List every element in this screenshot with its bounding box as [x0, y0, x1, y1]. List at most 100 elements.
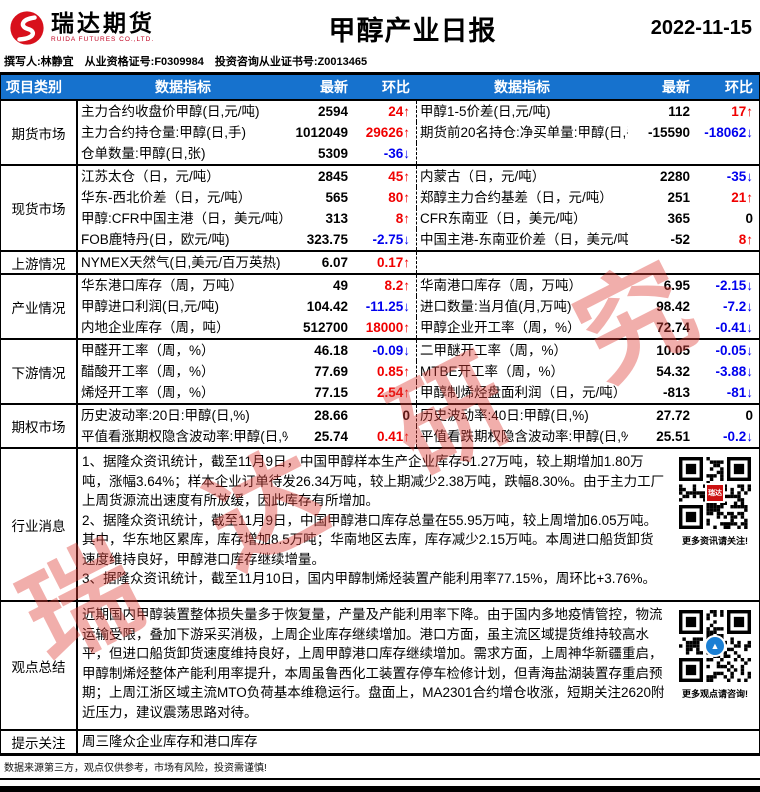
table-header-row: 项目类别 数据指标 最新 环比 数据指标 最新 环比	[1, 72, 759, 99]
report-date: 2022-11-15	[650, 16, 752, 39]
indicator-value: 6.07	[321, 255, 348, 270]
indicator-change: 2.54↑	[376, 385, 410, 400]
report-table: 项目类别 数据指标 最新 环比 数据指标 最新 环比 期货市场 主力合约收盘价甲醇…	[0, 72, 760, 756]
indicator-value: 2594	[317, 104, 348, 119]
indicator-value: 2845	[317, 169, 348, 184]
indicator-change: 8↑	[395, 211, 410, 226]
indicator-name: 华南港口库存（周，万吨）	[416, 275, 628, 296]
category-label: 现货市场	[1, 166, 78, 250]
indicator-value: 72.74	[656, 320, 690, 335]
indicator-change: 0	[745, 211, 753, 226]
column-header-chg-left: 环比	[382, 79, 410, 95]
indicator-value: 77.15	[314, 385, 348, 400]
indicator-name: CFR东南亚（日，美元/吨）	[416, 208, 628, 229]
report-header: 瑞达期货 RUIDA FUTURES CO.,LTD. 甲醇产业日报 2022-…	[0, 0, 760, 51]
disclaimer-text: 数据来源第三方，观点仅供参考，市场有风险，投资需谨慎!	[0, 756, 760, 780]
indicator-change	[696, 252, 759, 273]
table-row: 江苏太仓（日，元/吨） 2845 45↑ 内蒙古（日，元/吨） 2280 -35↓	[78, 166, 759, 187]
indicator-value: -15590	[647, 125, 690, 140]
bottom-black-bar	[0, 786, 760, 792]
indicator-value: 5309	[317, 146, 348, 161]
indicator-name: MTBE开工率（周，%）	[416, 361, 628, 382]
indicator-name: 主力合约持仓量:甲醇(日,手)	[81, 125, 246, 140]
indicator-change: 45↑	[388, 169, 410, 184]
opinion-summary-row: 观点总结 近期国内甲醇装置整体损失量多于恢复量，产量及产能利用率下降。由于国内多…	[1, 600, 759, 729]
news-item: 3、据隆众资讯统计，截至11月10日，国内甲醇制烯烃装置产能利用率77.15%，…	[82, 571, 656, 586]
indicator-value: 25.51	[656, 429, 690, 444]
indicator-change: -81↓	[726, 385, 753, 400]
summary-qr-code: ▲	[679, 610, 751, 682]
category-label: 期权市场	[1, 405, 78, 447]
indicator-name	[416, 143, 628, 164]
table-row: 醋酸开工率（周，%） 77.69 0.85↑ MTBE开工率（周，%） 54.32 -3.…	[78, 361, 759, 382]
column-header-latest-right: 最新	[662, 79, 690, 95]
indicator-name: 华东港口库存（周，万吨）	[81, 278, 243, 293]
indicator-name: 甲醛开工率（周，%）	[81, 343, 215, 358]
indicator-value: 46.18	[314, 343, 348, 358]
ruida-logo-icon	[10, 11, 44, 45]
indicator-value: 10.05	[656, 343, 690, 358]
indicator-value: 54.32	[656, 364, 690, 379]
indicator-name: 中国主港-东南亚价差（日，美元/吨）	[416, 229, 628, 250]
indicator-change: 24↑	[388, 104, 410, 119]
indicator-value: 251	[667, 190, 690, 205]
indicator-value: 313	[325, 211, 348, 226]
table-section: 期货市场 主力合约收盘价甲醇(日,元/吨) 2594 24↑ 甲醇1-5价差(日,元/吨…	[1, 99, 759, 164]
indicator-change: -7.2↓	[722, 299, 753, 314]
indicator-change: -36↓	[383, 146, 410, 161]
table-row: NYMEX天然气(日,美元/百万英热) 6.07 0.17↑	[78, 252, 759, 273]
watch-notice-text: 周三隆众企业库存和港口库存	[82, 734, 258, 749]
indicator-value: 77.69	[314, 364, 348, 379]
author-byline: 撰写人:林静宜 从业资格证号:F0309984 投资咨询从业证书号:Z00134…	[4, 56, 368, 68]
logo-name-en: RUIDA FUTURES CO.,LTD.	[51, 36, 155, 44]
indicator-name	[416, 252, 628, 273]
logo-name-cn: 瑞达期货	[51, 10, 155, 37]
indicator-value: 512700	[302, 320, 348, 335]
category-label: 期货市场	[1, 101, 78, 164]
table-row: FOB鹿特丹(日，欧元/吨) 323.75 -2.75↓ 中国主港-东南亚价差（日，美…	[78, 229, 759, 250]
indicator-value: 1012049	[295, 125, 348, 140]
opinion-summary-text: 近期国内甲醇装置整体损失量多于恢复量，产量及产能利用率下降。由于国内多地疫情管控…	[78, 602, 671, 729]
column-header-latest-left: 最新	[320, 79, 348, 95]
indicator-change: -0.41↓	[715, 320, 753, 335]
indicator-name: 甲醇制烯烃盘面利润（日，元/吨）	[416, 382, 628, 403]
indicator-change: 80↑	[388, 190, 410, 205]
table-row: 历史波动率:20日:甲醇(日,%) 28.66 0 历史波动率:40日:甲醇(日,%)…	[78, 405, 759, 426]
indicator-name: 内蒙古（日，元/吨）	[416, 166, 628, 187]
indicator-value: 98.42	[656, 299, 690, 314]
column-header-indicator-left: 数据指标	[155, 79, 211, 95]
table-section: 下游情况 甲醛开工率（周，%） 46.18 -0.09↓ 二甲醚开工率（周，%） 10.0…	[1, 338, 759, 403]
indicator-change: 18000↑	[365, 320, 410, 335]
indicator-change: -2.15↓	[715, 278, 753, 293]
indicator-change: -35↓	[726, 169, 753, 184]
indicator-change: 0	[402, 408, 410, 423]
table-row: 主力合约收盘价甲醇(日,元/吨) 2594 24↑ 甲醇1-5价差(日,元/吨) 112…	[78, 101, 759, 122]
indicator-change: 8↑	[738, 232, 753, 247]
indicator-name: 江苏太仓（日，元/吨）	[81, 169, 220, 184]
indicator-value: 112	[668, 104, 690, 119]
indicator-name: 甲醇企业开工率（周，%）	[416, 317, 628, 338]
indicator-value: -52	[670, 232, 690, 247]
indicator-change: -11.25↓	[365, 299, 410, 314]
indicator-name: 期货前20名持仓:净买单量:甲醇(日,手)	[416, 122, 628, 143]
news-qr-caption: 更多资讯请关注!	[682, 536, 748, 546]
indicator-name: NYMEX天然气(日,美元/百万英热)	[81, 255, 281, 270]
table-row: 平值看涨期权隐含波动率:甲醇(日,%) 25.74 0.41↑ 平值看跌期权隐含波动率…	[78, 426, 759, 447]
news-qr-code: 瑞达	[679, 457, 751, 529]
news-item: 2、据隆众资讯统计，截至11月9日，中国甲醇港口库存总量在55.95万吨，较上周…	[82, 512, 658, 567]
summary-qr-caption: 更多观点请咨询!	[682, 689, 748, 699]
indicator-name: 内地企业库存（周，吨）	[81, 320, 230, 335]
company-logo: 瑞达期货 RUIDA FUTURES CO.,LTD.	[8, 9, 233, 47]
category-label: 下游情况	[1, 340, 78, 403]
column-header-chg-right: 环比	[725, 79, 753, 95]
table-section: 现货市场 江苏太仓（日，元/吨） 2845 45↑ 内蒙古（日，元/吨） 2280 -35↓…	[1, 164, 759, 250]
table-section: 期权市场 历史波动率:20日:甲醇(日,%) 28.66 0 历史波动率:40日:甲醇(…	[1, 403, 759, 447]
indicator-value: 2280	[659, 169, 690, 184]
table-row: 内地企业库存（周，吨） 512700 18000↑ 甲醇企业开工率（周，%） 72.74…	[78, 317, 759, 338]
indicator-name: 烯烃开工率（周，%）	[81, 385, 215, 400]
table-row: 华东港口库存（周，万吨） 49 8.2↑ 华南港口库存（周，万吨） 6.95 -2.15↓	[78, 275, 759, 296]
category-label: 观点总结	[1, 602, 78, 729]
indicator-change: -0.2↓	[722, 429, 753, 444]
indicator-name: 华东-西北价差（日，元/吨）	[81, 190, 252, 205]
category-label: 上游情况	[1, 252, 78, 273]
